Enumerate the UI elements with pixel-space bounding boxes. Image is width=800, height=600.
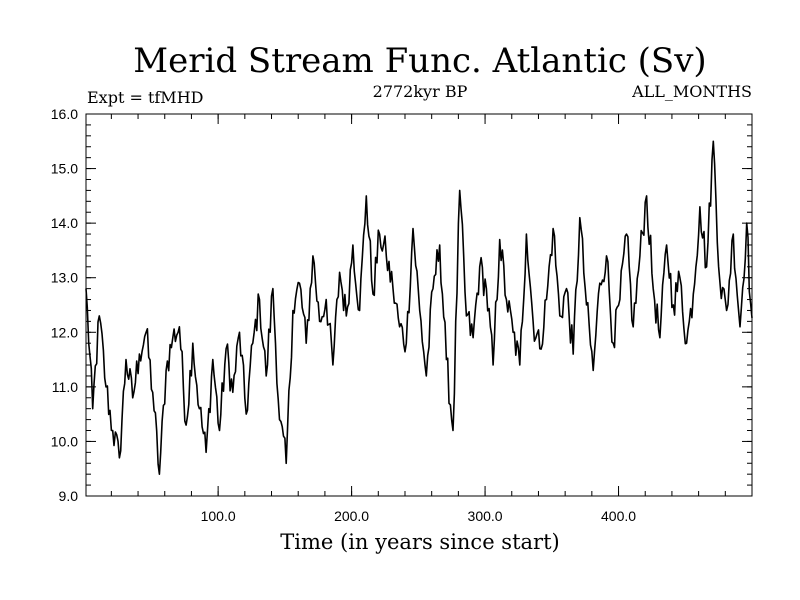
y-tick-label: 16.0	[51, 106, 78, 122]
x-tick-label: 200.0	[334, 508, 369, 524]
x-tick-label: 400.0	[601, 508, 636, 524]
axis-ticks	[86, 113, 752, 497]
plot-frame	[85, 113, 753, 497]
experiment-label: Expt = tfMHD	[87, 88, 203, 107]
y-tick-label: 9.0	[59, 488, 79, 504]
x-tick-label: 300.0	[468, 508, 503, 524]
axis-tick-labels: 9.0 10.0 11.0 12.0 13.0 14.0 15.0 16.0 100.0 200.…	[51, 106, 637, 524]
y-tick-label: 14.0	[51, 215, 78, 231]
y-tick-label: 10.0	[51, 433, 78, 449]
series-line	[85, 140, 753, 476]
months-label: ALL_MONTHS	[631, 82, 752, 101]
x-tick-label: 100.0	[201, 508, 236, 524]
data-series	[85, 140, 753, 476]
period-label: 2772kyr BP	[373, 82, 468, 101]
x-axis-label: Time (in years since start)	[280, 530, 559, 554]
y-tick-label: 11.0	[52, 379, 78, 395]
y-tick-label: 12.0	[51, 324, 78, 340]
y-tick-label: 13.0	[51, 270, 78, 286]
y-tick-label: 15.0	[51, 161, 78, 177]
chart-title: Merid Stream Func. Atlantic (Sv)	[133, 41, 706, 81]
